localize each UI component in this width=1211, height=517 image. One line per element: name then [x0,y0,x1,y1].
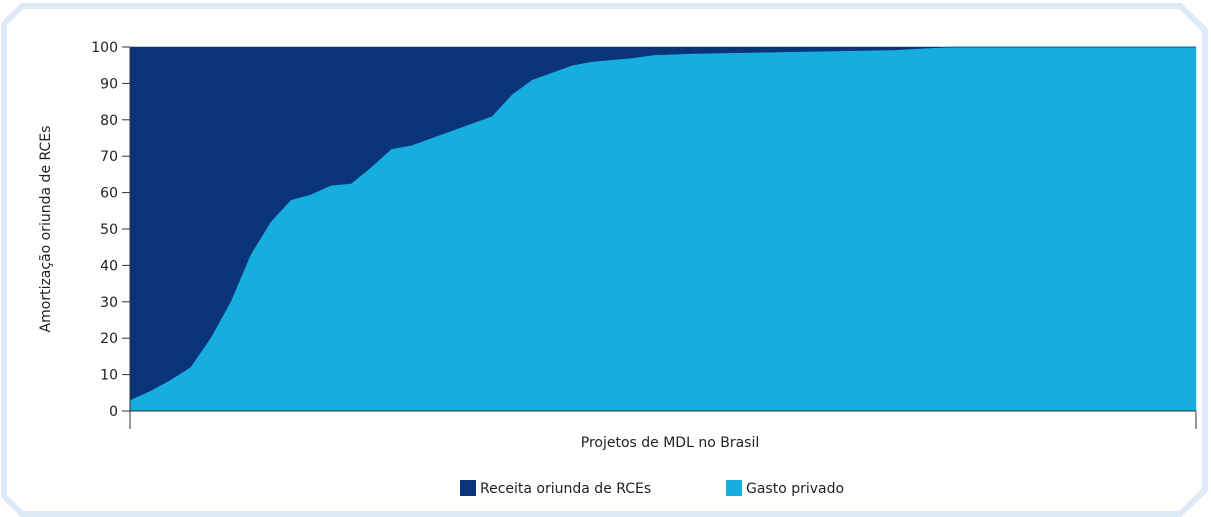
x-axis-label: Projetos de MDL no Brasil [581,435,759,451]
y-tick-label: 60 [100,186,118,202]
y-tick-label: 80 [100,113,118,129]
frame [1,3,1208,517]
y-tick-label: 0 [109,404,118,420]
y-axis-label: Amortização oriunda de RCEs [38,126,54,333]
legend-label: Gasto privado [746,481,844,497]
y-tick-label: 100 [91,40,118,56]
y-tick-label: 30 [100,295,118,311]
legend-label: Receita oriunda de RCEs [480,481,651,497]
y-tick-label: 40 [100,258,118,274]
y-tick-label: 90 [100,76,118,92]
y-tick-label: 20 [100,331,118,347]
legend-swatch [460,480,476,496]
legend-swatch [726,480,742,496]
y-tick-label: 70 [100,149,118,165]
y-tick-label: 50 [100,222,118,238]
area [129,46,1196,401]
y-tick-label: 10 [100,368,118,384]
